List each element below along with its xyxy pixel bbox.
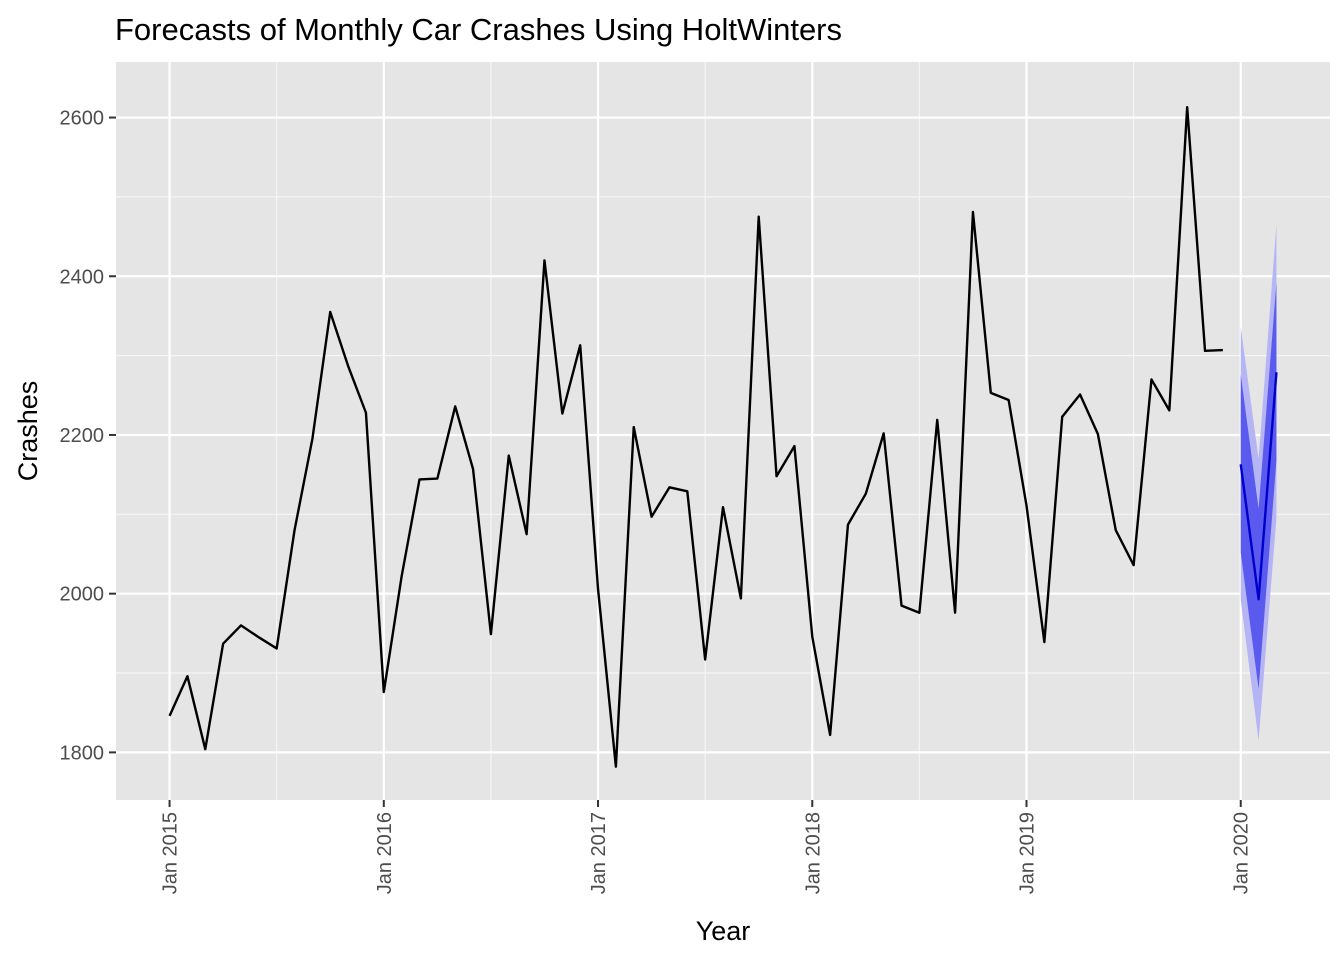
minor-gridlines — [116, 62, 1330, 800]
x-tick-label: Jan 2016 — [374, 812, 396, 894]
plot-panel — [116, 62, 1330, 800]
y-axis: 1800 2000 2200 2400 2600 — [60, 108, 116, 764]
y-tick-label: 2200 — [60, 425, 105, 447]
y-tick-label: 1800 — [60, 742, 105, 764]
x-axis: Jan 2015 Jan 2016 Jan 2017 Jan 2018 Jan 2019… — [160, 800, 1253, 894]
confidence-bands — [1240, 224, 1277, 741]
major-gridlines — [116, 62, 1330, 800]
y-axis-title: Crashes — [13, 381, 43, 482]
actual-line — [168, 106, 1223, 768]
y-tick-label: 2000 — [60, 584, 105, 606]
x-tick-label: Jan 2019 — [1017, 812, 1039, 894]
x-tick-label: Jan 2020 — [1231, 812, 1253, 894]
chart-title: Forecasts of Monthly Car Crashes Using H… — [115, 12, 842, 47]
x-tick-label: Jan 2018 — [802, 812, 824, 894]
y-tick-label: 2400 — [60, 266, 105, 288]
series-lines — [168, 106, 1278, 768]
y-tick-label: 2600 — [60, 108, 105, 130]
x-axis-title: Year — [696, 916, 751, 946]
forecast-line — [1239, 372, 1278, 601]
x-tick-label: Jan 2015 — [160, 812, 182, 894]
x-tick-label: Jan 2017 — [588, 812, 610, 894]
forecast-80-band — [1240, 282, 1277, 689]
